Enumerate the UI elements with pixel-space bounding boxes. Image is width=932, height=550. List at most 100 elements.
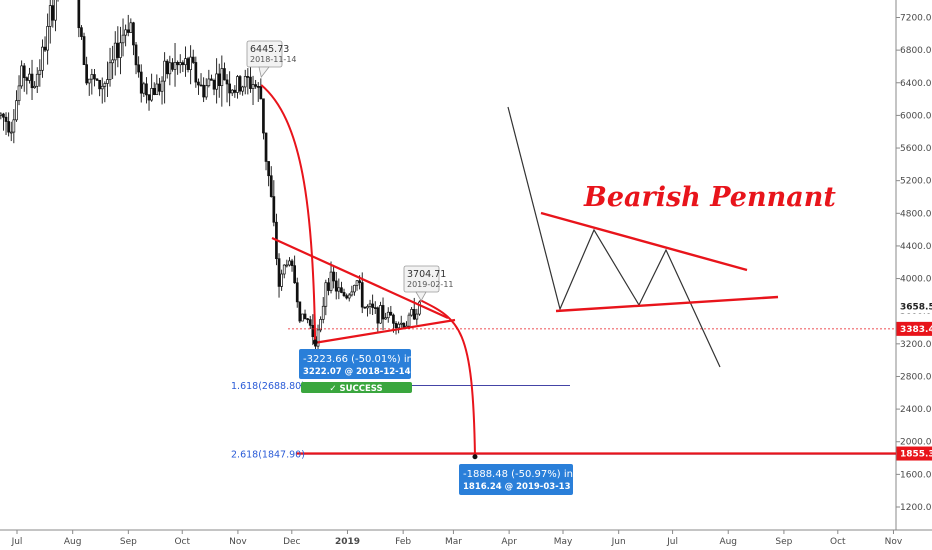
candle <box>246 68 250 95</box>
candle <box>329 261 333 294</box>
measurement-change: -3223.66 (-50.01%) in 30d <box>303 354 435 365</box>
price-tick-label: 2400.00 <box>900 405 932 415</box>
candle <box>259 78 263 100</box>
candle <box>267 161 270 187</box>
candle <box>173 42 177 87</box>
candle <box>178 54 182 74</box>
candle <box>282 264 286 279</box>
candle <box>0 112 3 120</box>
candle <box>311 314 315 346</box>
candle <box>22 63 26 92</box>
candle <box>100 77 104 104</box>
price-tag-label: 3383.48 <box>900 325 932 335</box>
candle <box>256 82 260 102</box>
candle <box>397 321 400 334</box>
candle <box>230 89 234 97</box>
candle <box>191 49 195 64</box>
candle <box>223 62 226 81</box>
time-tick-label: Aug <box>64 537 82 547</box>
candle <box>145 77 148 104</box>
callout-date: 2018-11-14 <box>250 55 297 64</box>
candle <box>306 318 309 324</box>
price-tag: 3383.48 <box>896 321 932 336</box>
candle <box>38 59 42 87</box>
time-tick-label: Oct <box>830 537 846 547</box>
schematic-lower-line[interactable] <box>555 295 779 313</box>
candle <box>85 56 88 86</box>
candle <box>269 166 273 198</box>
time-tick-label: Jul <box>11 537 23 547</box>
candle <box>288 257 291 267</box>
candle <box>165 59 169 79</box>
candle <box>298 301 302 324</box>
candle <box>163 52 166 104</box>
candle <box>93 68 96 87</box>
candle <box>225 74 229 103</box>
candle <box>277 253 281 298</box>
price-candles <box>0 0 421 354</box>
measurement-box[interactable]: -3223.66 (-50.01%) in 30d 3222.07 @ 2018-… <box>299 349 435 379</box>
candle <box>20 60 23 89</box>
candle <box>228 71 231 107</box>
time-axis[interactable]: Jul Aug Sep Oct Nov Dec 2019 Feb Mar Apr May Jun Jul… <box>0 529 932 547</box>
candle <box>399 315 403 328</box>
candle <box>147 94 151 111</box>
candle <box>33 81 36 89</box>
candle <box>158 77 161 96</box>
time-tick-label: Apr <box>501 537 517 547</box>
candle <box>303 309 307 320</box>
candle <box>384 312 387 320</box>
candle <box>381 297 385 331</box>
callout-value: 6445.73 <box>250 44 289 55</box>
candle <box>126 14 130 37</box>
time-tick-label: Nov <box>885 537 903 547</box>
time-tick-label: Mar <box>445 537 462 547</box>
candle <box>142 81 146 97</box>
candle <box>87 78 91 96</box>
candle <box>132 21 135 56</box>
candle <box>204 78 208 100</box>
candle <box>324 279 328 316</box>
price-tick-label: 6000.00 <box>900 111 932 121</box>
target-projection-arc[interactable] <box>419 299 476 457</box>
candle <box>137 56 140 78</box>
measurement-box[interactable]: -1888.48 (-50.97%) in 30d 1816.24 @ 2019-… <box>459 464 595 495</box>
candle <box>25 76 29 95</box>
candle <box>116 26 120 68</box>
success-text: ✓ SUCCESS <box>329 384 382 394</box>
candle <box>160 76 164 105</box>
pattern-title: Bearish Pennant <box>583 182 836 213</box>
candle <box>280 269 283 291</box>
candle <box>194 56 198 88</box>
candle <box>7 112 10 137</box>
candle <box>197 78 200 95</box>
price-tick-label: 2000.00 <box>900 438 932 448</box>
candle <box>220 55 224 107</box>
candle <box>405 321 408 328</box>
pennant-lower-trendline[interactable] <box>313 318 456 345</box>
candle <box>285 259 289 268</box>
candle <box>189 45 192 85</box>
candle <box>35 67 39 93</box>
candle <box>272 180 276 227</box>
candle <box>171 58 174 72</box>
candle <box>113 31 117 76</box>
candle <box>363 306 367 309</box>
schematic-upper-line[interactable] <box>540 211 748 272</box>
measurement-detail: 3222.07 @ 2018-12-14 <box>303 367 411 377</box>
time-tick-label: Aug <box>719 537 737 547</box>
candle <box>106 61 109 97</box>
callout-date: 2019-02-11 <box>407 280 454 289</box>
candle <box>327 277 330 296</box>
pennant-upper-trendline[interactable] <box>271 236 449 320</box>
decline-projection-arc[interactable] <box>260 84 317 343</box>
candle <box>264 132 268 171</box>
candle <box>243 69 247 95</box>
candle <box>111 45 114 80</box>
candle <box>334 272 338 300</box>
candle <box>54 0 57 32</box>
candle <box>308 315 312 330</box>
price-axis[interactable]: 7200.00 6800.00 6400.00 6000.00 5600.00 5200.… <box>895 0 932 530</box>
